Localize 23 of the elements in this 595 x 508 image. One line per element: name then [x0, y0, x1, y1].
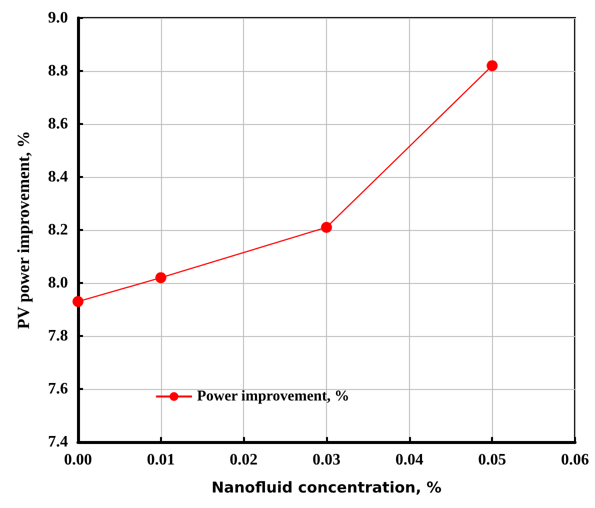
y-tick-label: 8.4: [48, 168, 68, 186]
point: [486, 60, 498, 72]
x-tick-label: 0.01: [146, 452, 175, 468]
x-tick-label: 0.05: [478, 452, 506, 468]
x-axis-title: Nanofluid concentration, %: [211, 478, 442, 496]
y-tick-label: 7.8: [48, 328, 68, 344]
y-tick-label: 7.4: [48, 434, 68, 450]
y-tick-label: 8.6: [48, 116, 68, 132]
y-tick-label: 7.6: [48, 380, 68, 398]
point: [155, 272, 166, 284]
y-axis-title: PV power improvement, %: [14, 130, 33, 330]
x-tick-label: 0.04: [395, 452, 424, 468]
x-tick-label: 0.00: [64, 452, 92, 468]
point: [321, 222, 332, 233]
legend-label: Power improvement, %: [197, 388, 350, 404]
y-tick-label: 9.0: [48, 10, 68, 26]
y-tick-label: 8.8: [48, 62, 68, 80]
x-tick-label: 0.03: [312, 452, 340, 468]
y-tick-label: 8.2: [48, 222, 68, 238]
point: [72, 296, 84, 308]
y-tick-label: 8.0: [48, 274, 68, 292]
x-tick-label: 0.02: [230, 452, 258, 468]
x-tick-label: 0.06: [561, 452, 589, 468]
